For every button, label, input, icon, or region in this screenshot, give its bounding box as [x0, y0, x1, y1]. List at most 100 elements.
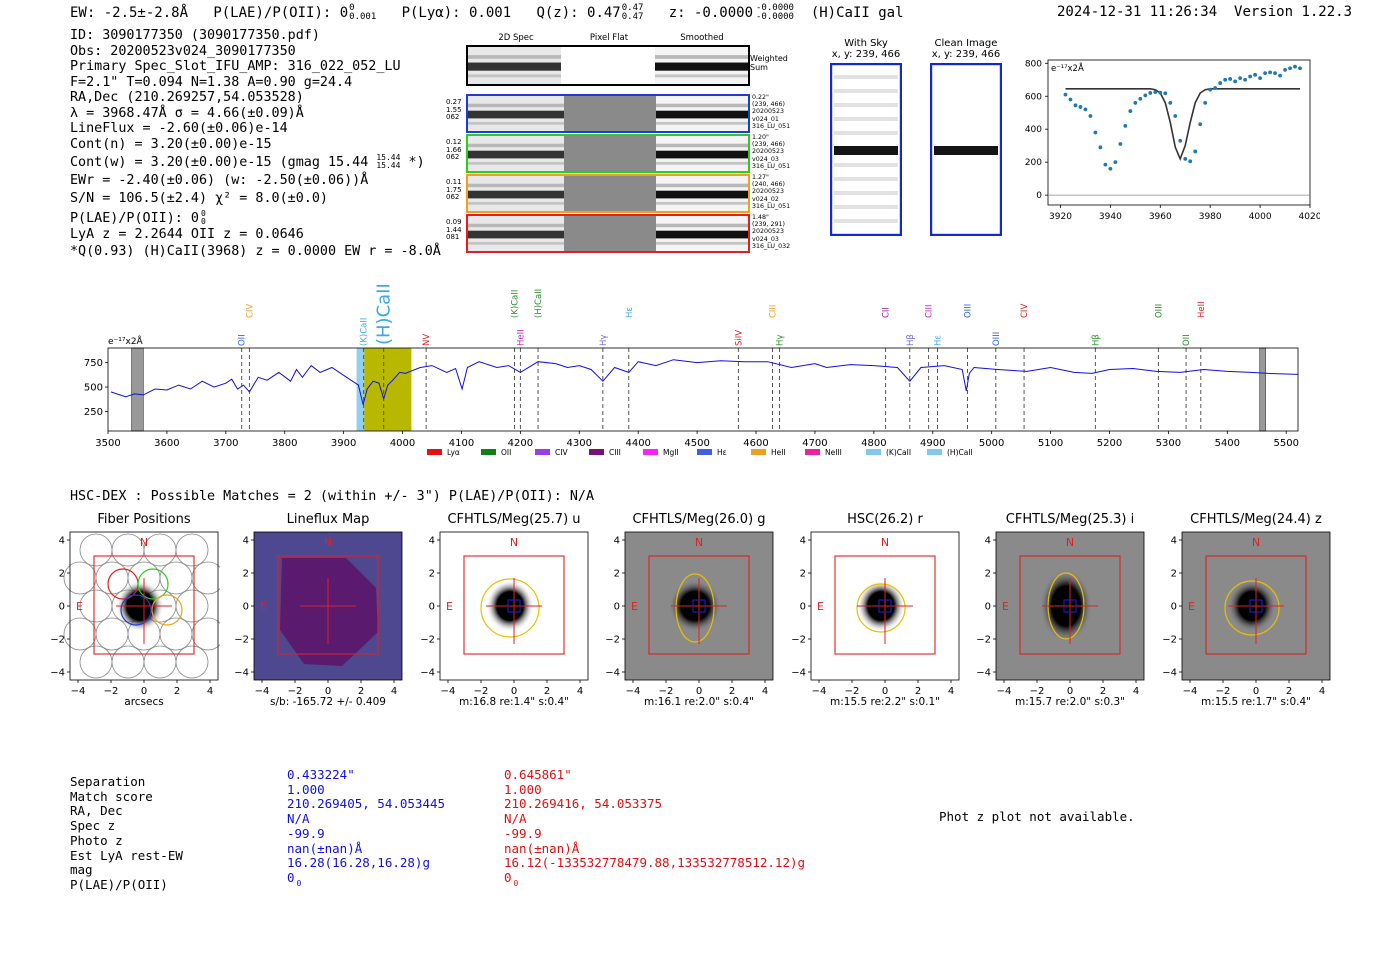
header-version: Version 1.22.3 — [1234, 4, 1353, 20]
fiber-flat-image-fill — [564, 136, 656, 171]
zoom-data-point — [1298, 66, 1302, 71]
hsc-panel-title: CFHTLS/Meg(25.3) i — [1005, 512, 1135, 527]
legend-swatch — [927, 449, 942, 455]
zoom-data-point — [1208, 87, 1213, 92]
fiber-smooth-image-source-trace — [656, 110, 748, 119]
fiber-circle — [175, 645, 209, 679]
with-sky-image — [830, 63, 902, 236]
info-id: ID: 3090177350 (3090177350.pdf) — [70, 28, 320, 43]
hsc-ytick-label: 4 — [614, 536, 620, 547]
fiber-smooth-image-lower-trace — [656, 201, 748, 205]
hsc-xtick-label: 2 — [544, 686, 550, 697]
hsc-ytick-label: 0 — [243, 602, 249, 613]
hsc-ytick-label: −4 — [420, 668, 435, 679]
spectrum-xtick-label: 5100 — [1038, 438, 1063, 449]
zoom-data-point — [1088, 114, 1093, 118]
legend-label: Hε — [717, 448, 727, 457]
hsc-xtick-label: −2 — [845, 686, 860, 697]
cutout-fiber-flat — [564, 176, 656, 211]
match-value: 16.28(16.28,16.28)g — [287, 855, 430, 871]
match-value: nan(±nan)Å — [504, 840, 580, 856]
spectrum-line-label: NV — [422, 334, 432, 346]
spectrum-xtick-label: 5500 — [1273, 438, 1298, 449]
zoom-data-point — [1223, 77, 1228, 82]
spectrum-line-label: Hβ — [906, 334, 916, 346]
fiber-circle — [191, 561, 220, 595]
clean-image-title: Clean Image x, y: 239, 466 — [928, 38, 1004, 60]
fiber-2d-image-sky-trace — [468, 103, 564, 108]
fiber-smooth-image-lower-trace — [656, 241, 748, 245]
cutout-col-2d-spec: 2D Spec — [498, 33, 534, 43]
match-value: 210.269405, 54.053445 — [287, 796, 446, 812]
hsc-panel-image: N E −4 −4 −2 −2 0 0 2 2 4 4 — [420, 531, 589, 697]
hsc-ytick-label: −4 — [791, 668, 806, 679]
hsc-xtick-label: −2 — [474, 686, 489, 697]
zoom-data-point — [1183, 156, 1188, 161]
hsc-panel-title: HSC(26.2) r — [847, 512, 923, 527]
fiber-smooth-image — [656, 216, 748, 251]
fiber-flat-image-fill — [564, 216, 656, 251]
spectrum-series-line — [110, 359, 1299, 405]
hsc-search-box — [648, 555, 750, 655]
cutout-weighted-sum — [466, 45, 750, 86]
legend-swatch — [866, 449, 881, 455]
zoom-xtick-label: 4020 — [1299, 212, 1320, 222]
zoom-data-point — [1243, 77, 1248, 82]
cutout-fiber-flat — [564, 136, 656, 171]
match-value: N/A — [287, 811, 310, 827]
header-plae-sub: 0.001 — [349, 12, 377, 22]
hsc-ytick-label: 0 — [429, 602, 435, 613]
full-spectrum-plot: OII CIV (K)CaII (H)CaII NV (K)CaII HeII (H)CaII… — [84, 283, 1299, 457]
hsc-xtick-label: 0 — [882, 686, 888, 697]
hsc-xtick-label: −4 — [1183, 686, 1198, 697]
fiber-flat-image-fill — [564, 176, 656, 211]
cutout-fiber-2d — [468, 96, 564, 131]
legend-label: MgII — [663, 448, 679, 457]
zoom-xtick-label: 3920 — [1049, 212, 1072, 222]
header-datetime: 2024-12-31 11:26:34 — [1057, 4, 1218, 20]
hsc-ytick-label: −2 — [50, 635, 65, 646]
hsc-ytick-label: −2 — [976, 635, 991, 646]
spectrum-xtick-label: 5000 — [979, 438, 1004, 449]
hsc-ytick-label: −4 — [605, 668, 620, 679]
with-sky-xy: x, y: 239, 466 — [831, 49, 901, 60]
fiber-2d-image-sky-trace — [468, 223, 564, 228]
weighted-2d-image — [468, 47, 561, 84]
zoom-ytick-label: 200 — [1025, 158, 1042, 168]
hsc-ytick-label: −2 — [234, 635, 249, 646]
spectrum-xtick-label: 4000 — [390, 438, 415, 449]
spectrum-line-label: (H)CaII — [374, 283, 395, 345]
east-label: E — [1188, 600, 1195, 613]
zoom-scale-label: e⁻¹⁷x2Å — [1051, 62, 1084, 74]
spectrum-line-label: OIII — [964, 304, 974, 318]
hsc-ytick-label: 4 — [1171, 536, 1177, 547]
zoom-xtick-label: 3940 — [1099, 212, 1122, 222]
header-plae: P(LAE)/P(OII): 0 — [213, 5, 349, 21]
hsc-xtick-label: −2 — [1216, 686, 1231, 697]
spectrum-xtick-label: 4200 — [508, 438, 533, 449]
weighted-2d-image-sky-trace — [468, 55, 561, 59]
hsc-xtick-label: 0 — [511, 686, 517, 697]
header-ew: EW: -2.5±-2.8Å — [70, 5, 189, 21]
hsc-ytick-label: 2 — [429, 569, 435, 580]
hsc-xtick-label: 4 — [762, 686, 768, 697]
match-column-1: 0.433224" 1.000 210.269405, 54.053445 N/A -9… — [287, 767, 446, 892]
spectrum-line-label: Hε — [625, 307, 635, 318]
cutout-fiber-row — [466, 94, 750, 133]
hsc-xtick-label: −4 — [626, 686, 641, 697]
fiber-2d-image-lower-trace — [468, 201, 564, 205]
info-radec: RA,Dec (210.269257,54.053528) — [70, 90, 304, 105]
north-label: N — [695, 536, 703, 549]
zoom-ytick-label: 400 — [1025, 125, 1042, 135]
zoom-data-point — [1238, 76, 1243, 81]
hsc-ytick-label: −2 — [1162, 635, 1177, 646]
cutout-fiber-left-label: 0.09 1.44 081 — [446, 218, 462, 242]
hsc-match-box — [1249, 599, 1263, 613]
spectrum-line-label: CIV — [1020, 304, 1030, 318]
fiber-flat-image — [564, 96, 656, 131]
zoom-data-point — [1083, 107, 1088, 112]
cutout-fiber-flat — [564, 96, 656, 131]
hsc-xtick-label: 2 — [358, 686, 364, 697]
hsc-xtick-label: −4 — [812, 686, 827, 697]
fiber-smooth-image — [656, 96, 748, 131]
